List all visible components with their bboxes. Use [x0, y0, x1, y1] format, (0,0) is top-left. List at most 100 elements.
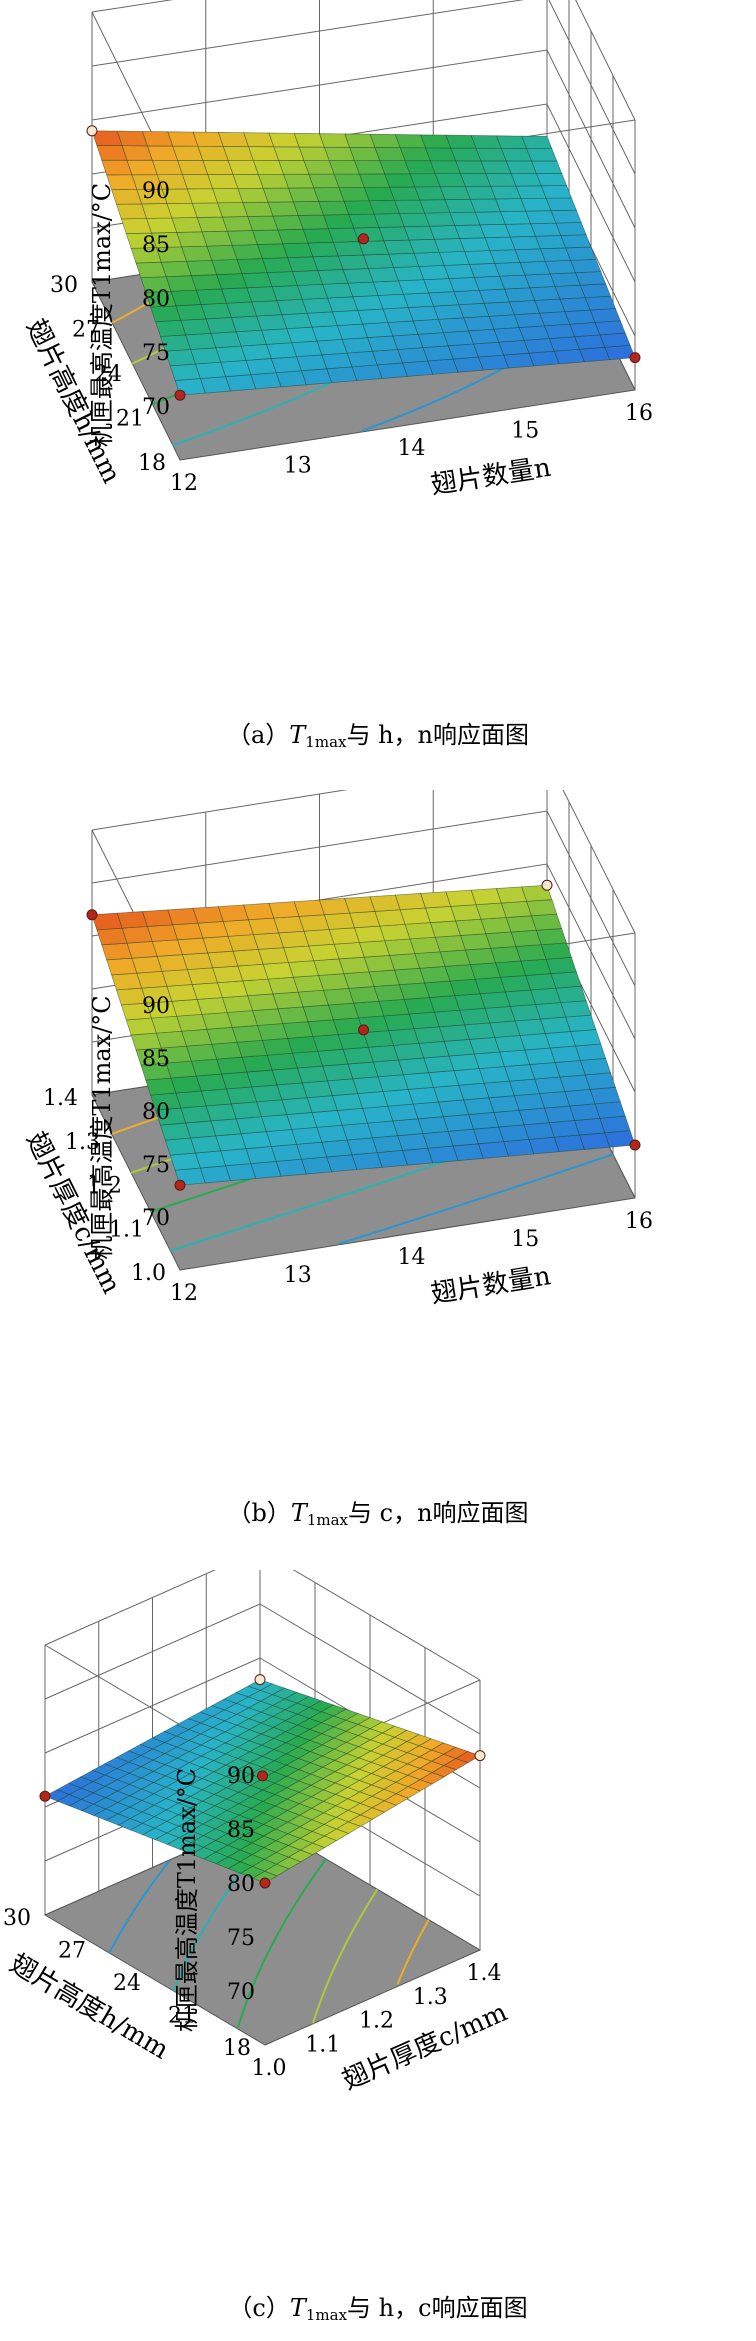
surface-cell-a: [352, 295, 384, 311]
surface-cell-a: [211, 259, 243, 275]
surface-cell-b: [286, 1112, 318, 1130]
surface-cell-b: [111, 972, 143, 991]
surface-cell-b: [131, 956, 163, 974]
surface-cell-b: [165, 1060, 197, 1079]
surface-cell-a: [246, 286, 278, 303]
x-tick-label-b-4: 16: [625, 1209, 653, 1234]
surface-cell-b: [243, 902, 275, 921]
surface-cell-b: [216, 1056, 248, 1075]
surface-cell-b: [170, 1075, 202, 1094]
surface-cell-a: [514, 248, 546, 263]
surface-cell-b: [450, 904, 482, 922]
surface-cell-a: [469, 198, 502, 213]
surface-cell-b: [413, 1026, 445, 1044]
x-tick-label-c-3: 1.3: [413, 1985, 448, 2010]
surface-cell-a: [498, 339, 530, 356]
surface-cell-a: [402, 292, 435, 308]
surface-chart-a: 70 75 80 85 90 12 13 14 15 16 18 21 24 27 30 机匣最高温度T1ma…: [20, 0, 653, 501]
surface-cell-b: [156, 954, 188, 972]
surface-cell-b: [215, 1133, 247, 1152]
surface-cell-b: [225, 1163, 257, 1182]
surface-cell-a: [520, 197, 552, 212]
surface-cell-b: [398, 1057, 430, 1076]
surface-cell-a: [185, 332, 217, 350]
surface-cell-b: [195, 1073, 227, 1092]
design-point-a-0: [86, 125, 98, 137]
surface-cell-a: [453, 289, 485, 306]
surface-cell-a: [372, 280, 404, 296]
surface-cell-a: [302, 228, 334, 244]
surface-cell-b: [579, 1058, 612, 1076]
wall-grid-h-a-4: [91, 0, 636, 175]
surface-cell-b: [344, 896, 376, 914]
surface-cell-b: [311, 1110, 343, 1128]
surface-cell-a: [394, 199, 426, 214]
x-tick-label-c-2: 1.2: [359, 2009, 394, 2034]
surface-cell-a: [237, 187, 269, 203]
surface-cell-a: [439, 186, 471, 200]
wall-grid-h-b-4: [91, 810, 636, 987]
surface-cell-b: [336, 1107, 369, 1126]
surface-cell-b: [539, 1091, 571, 1109]
surface-cell-b: [177, 937, 209, 956]
surface-cell-a: [407, 305, 439, 322]
surface-cell-b: [362, 1105, 394, 1124]
surface-cell-b: [272, 991, 304, 1010]
surface-cell-b: [589, 1086, 621, 1105]
wall-grid-h-c-4: [44, 1603, 481, 1735]
surface-cell-b: [242, 978, 274, 997]
surface-cell-a: [363, 253, 395, 269]
surface-cell-b: [319, 897, 351, 916]
surface-cell-a: [545, 197, 577, 211]
z-tick-label-b-0: 70: [142, 1206, 170, 1231]
surface-cell-b: [402, 1072, 435, 1090]
surface-cell-b: [333, 942, 365, 960]
surface-cell-b: [252, 1008, 284, 1026]
surface-cell-b: [379, 923, 411, 942]
surface-cell-a: [111, 188, 143, 205]
surface-cell-b: [281, 1097, 313, 1115]
surface-cell-a: [367, 335, 399, 352]
surface-cell-a: [191, 202, 223, 218]
caption-a-t: T: [289, 721, 306, 749]
caption-b-text: 与 c，n响应面图: [348, 1499, 529, 1527]
surface-cell-a: [276, 298, 308, 316]
surface-cell-b: [579, 1132, 611, 1150]
surface-cell-b: [403, 997, 435, 1015]
caption-b-sub: 1max: [306, 1511, 349, 1529]
surface-cell-a: [503, 352, 535, 369]
design-point-c-3: [254, 1674, 266, 1686]
surface-cell-a: [155, 319, 187, 337]
surface-cell-a: [215, 345, 247, 363]
surface-cell-a: [554, 284, 586, 300]
surface-cell-b: [268, 901, 300, 919]
surface-cell-b: [186, 1043, 218, 1062]
surface-cell-b: [327, 1002, 360, 1021]
surface-cell-a: [170, 289, 202, 307]
floor-contour-c-3: [236, 1858, 327, 2030]
surface-cell-b: [504, 1064, 536, 1082]
surface-cell-b: [424, 980, 456, 998]
x-tick-label-a-3: 15: [511, 419, 539, 444]
caption-a-prefix: （a）: [226, 721, 290, 749]
surface-cell-b: [190, 1058, 223, 1077]
design-point-b-2: [629, 1139, 641, 1151]
surface-cell-a: [301, 297, 333, 314]
y-tick-label-a-3: 27: [72, 318, 100, 343]
surface-cell-b: [494, 1035, 526, 1053]
caption-c-text: 与 h，c响应面图: [347, 2294, 528, 2322]
surface-cell-b: [504, 989, 537, 1007]
surface-cell-a: [165, 275, 197, 292]
surface-cell-a: [413, 251, 445, 267]
caption-c-t: T: [289, 2294, 306, 2322]
x-tick-label-b-2: 14: [398, 1245, 426, 1270]
surface-cell-b: [358, 940, 391, 958]
surface-cell-a: [212, 188, 244, 204]
surface-cell-b: [374, 909, 406, 927]
surface-cell-a: [403, 225, 435, 241]
surface-cell-a: [232, 173, 264, 189]
z-tick-label-b-3: 85: [142, 1047, 170, 1072]
surface-cell-b: [540, 942, 572, 960]
surface-cell-b: [288, 960, 320, 978]
surface-cell-b: [221, 995, 254, 1013]
